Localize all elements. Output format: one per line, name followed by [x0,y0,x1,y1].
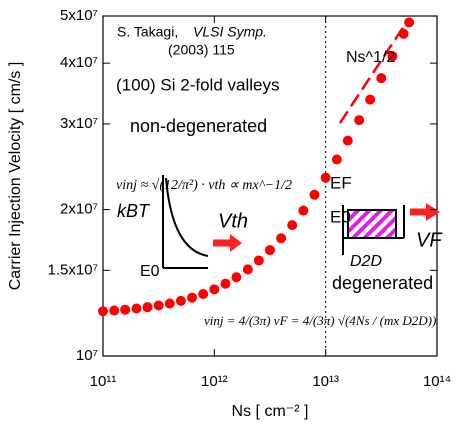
y-axis-label: Carrier Injection Velocity [ cm/s ] [7,62,24,291]
annotation: (100) Si 2-fold valleys [116,75,279,94]
annotation: S. Takagi, [117,24,178,40]
data-point [399,29,409,39]
data-point [310,190,320,200]
x-tick-label: 10¹⁴ [423,373,451,390]
annotation: E0 [140,263,160,280]
data-point [209,284,219,294]
annotation: VF [416,229,443,251]
annotation: Ns^1/2 [346,49,395,66]
data-point [276,233,286,243]
y-tick-label: 2x10⁷ [60,201,98,218]
annotation: VLSI Symp. [193,24,267,40]
y-tick-label: 1.5x10⁷ [48,261,98,278]
y-tick-label: 5x10⁷ [60,7,98,24]
annotation: degenerated [332,273,433,293]
data-point [109,306,119,316]
chart: 10¹¹ 10¹² 10¹³ 10¹⁴ 10⁷ 1.5x10⁷ 2x10⁷ 3x10⁷ 4x10… [0,0,471,429]
y-tick-label: 3x10⁷ [60,115,98,132]
x-tick-label: 10¹³ [312,373,339,390]
x-axis-label: Ns [ cm⁻² ] [232,403,309,420]
data-point [243,264,253,274]
data-point [198,289,208,299]
data-point [265,245,275,255]
y-tick-label: 10⁷ [76,347,98,364]
data-point [254,255,264,265]
data-point [231,272,241,282]
x-tick-label: 10¹¹ [90,373,117,390]
data-point [221,279,231,289]
annotation: vinj ≈ √(12/π²) · vth ∝ mx^−1/2 [116,178,292,193]
x-tick-label: 10¹² [201,373,228,390]
data-point [404,17,414,27]
annotation: D2D [350,253,382,270]
annotation: vinj = 4/(3π) vF = 4/(3π) √(4Ns / (mx D2… [204,313,436,328]
data-point [365,95,375,105]
y-tick-label: 4x10⁷ [60,54,98,71]
annotation: EF [330,173,352,192]
data-point [165,299,175,309]
data-point [176,296,186,306]
data-point [332,154,342,164]
data-point [132,304,142,314]
annotation: non-degenerated [130,116,267,136]
data-point [298,206,308,216]
annotation: Vth [218,210,248,232]
data-point [343,136,353,146]
slope-guide [340,20,408,123]
data-point [287,220,297,230]
data-point [376,73,386,83]
annotation: E0 [330,207,351,226]
data-point [120,305,130,315]
data-point [98,306,108,316]
annotation: (2003) 115 [168,42,235,58]
data-point [142,302,152,312]
data-point [154,301,164,311]
data-point [354,115,364,125]
annotation: kBT [117,201,151,221]
data-point [187,293,197,303]
